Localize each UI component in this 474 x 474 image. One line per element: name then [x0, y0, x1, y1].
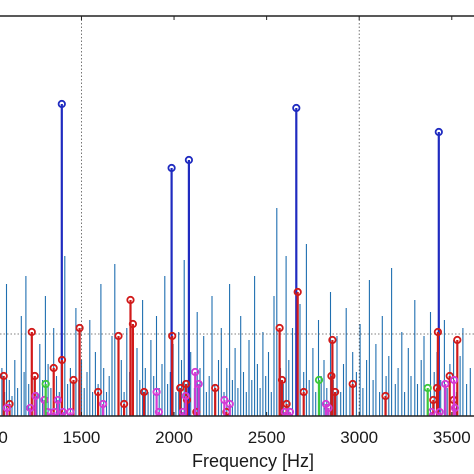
- red-marker: [140, 387, 149, 397]
- red-marker: [182, 379, 191, 389]
- red-marker: [114, 331, 123, 341]
- blue-series: [57, 99, 443, 416]
- magenta-marker: [285, 407, 295, 417]
- red-marker: [433, 327, 442, 337]
- magenta-marker: [152, 387, 161, 397]
- magenta-marker: [450, 403, 459, 413]
- red-marker: [168, 331, 177, 341]
- red-marker: [75, 323, 84, 333]
- magenta-marker: [220, 395, 229, 405]
- red-marker: [94, 387, 103, 397]
- green-series: [41, 375, 432, 416]
- magenta-series: [2, 367, 459, 417]
- x-tick-label: 2000: [155, 428, 193, 447]
- green-marker: [423, 383, 432, 393]
- red-marker: [330, 387, 340, 397]
- magenta-marker: [58, 407, 68, 417]
- red-marker: [277, 375, 287, 385]
- blue-marker: [184, 155, 193, 165]
- x-tick-labels: 1000 1500 2000 2500 3000 3500: [0, 16, 471, 447]
- red-marker: [30, 371, 39, 381]
- magenta-marker: [191, 367, 200, 377]
- red-marker: [328, 335, 337, 345]
- red-marker: [348, 379, 357, 389]
- red-marker: [211, 383, 220, 393]
- red-marker: [293, 287, 302, 297]
- magenta-marker: [280, 407, 289, 417]
- green-marker: [314, 375, 324, 385]
- x-tick-label: 3500: [433, 428, 471, 447]
- magenta-marker: [194, 379, 203, 389]
- red-marker: [49, 363, 58, 373]
- magenta-marker: [40, 395, 49, 405]
- x-tick-label: 1500: [63, 428, 101, 447]
- magenta-marker: [435, 407, 444, 417]
- plot-frame: [0, 15, 474, 417]
- blue-marker: [292, 103, 301, 113]
- red-marker: [27, 327, 36, 337]
- red-marker: [282, 399, 291, 409]
- x-axis-label: Frequency [Hz]: [192, 451, 314, 471]
- blue-marker: [57, 99, 66, 109]
- red-marker: [57, 355, 67, 365]
- spectrum-lines: [1, 208, 471, 416]
- magenta-marker: [26, 403, 35, 413]
- blue-marker: [167, 163, 176, 173]
- red-marker: [69, 375, 78, 385]
- magenta-marker: [99, 399, 108, 409]
- red-marker: [128, 319, 137, 329]
- red-marker: [120, 399, 129, 409]
- marker-series: [0, 99, 462, 417]
- magenta-marker: [449, 375, 459, 385]
- magenta-marker: [53, 395, 62, 405]
- red-marker: [299, 387, 308, 397]
- red-marker: [275, 323, 284, 333]
- grid-lines: [0, 16, 474, 416]
- magenta-marker: [324, 403, 333, 413]
- magenta-marker: [2, 403, 12, 413]
- x-tick-label: 3000: [340, 428, 378, 447]
- red-marker: [0, 371, 8, 381]
- red-marker: [445, 371, 454, 381]
- x-tick-label: 1000: [0, 428, 8, 447]
- x-tick-label: 2500: [248, 428, 286, 447]
- magenta-marker: [66, 407, 75, 417]
- blue-marker: [434, 127, 443, 137]
- red-marker: [453, 335, 462, 345]
- red-marker: [176, 383, 185, 393]
- magenta-marker: [441, 379, 450, 389]
- magenta-marker: [31, 391, 40, 401]
- red-marker: [381, 391, 390, 401]
- magenta-marker: [154, 407, 163, 417]
- red-marker: [126, 295, 135, 305]
- magenta-marker: [225, 399, 234, 409]
- green-marker: [41, 379, 50, 389]
- red-marker: [182, 395, 192, 405]
- magenta-marker: [181, 391, 190, 401]
